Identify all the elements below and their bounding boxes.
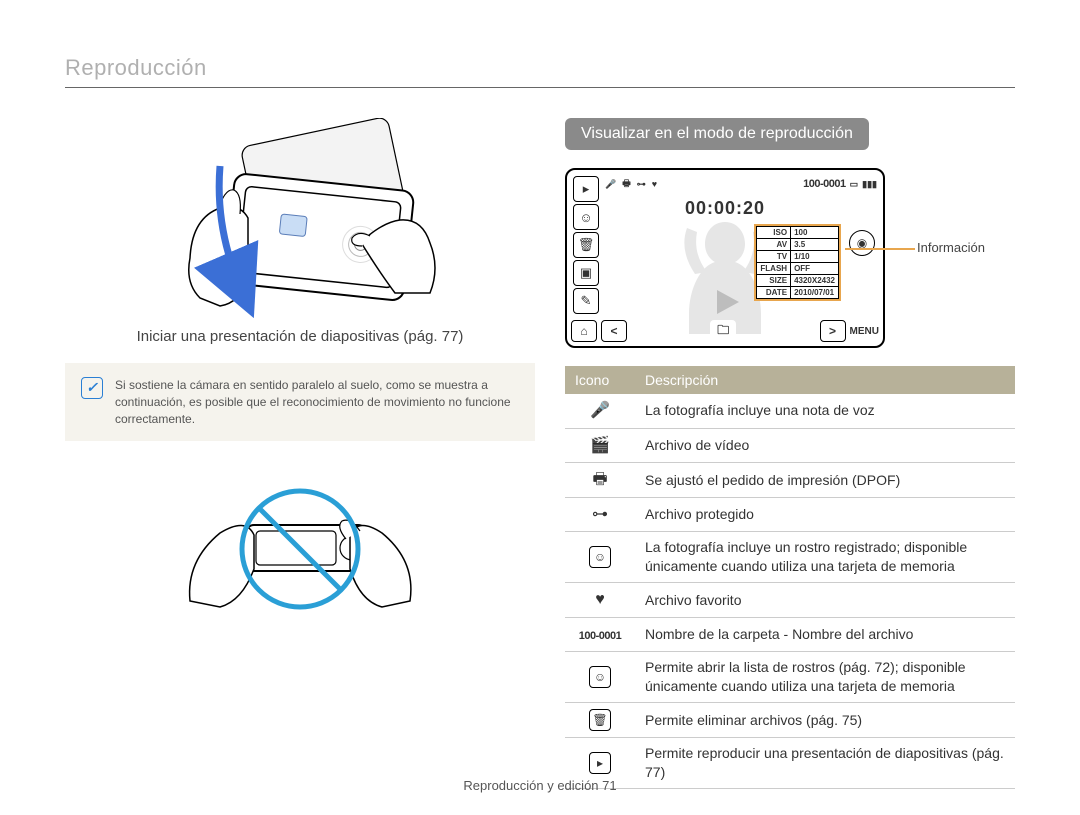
print-icon: 🖶 xyxy=(622,176,631,192)
table-row: ♥ Archivo favorito xyxy=(565,583,1015,618)
table-desc-cell: Archivo de vídeo xyxy=(635,428,1015,463)
battery-icon: ▮▮▮ xyxy=(862,179,877,190)
table-desc-cell: Permite eliminar archivos (pág. 75) xyxy=(635,703,1015,738)
card-icon: ▭ xyxy=(850,179,859,190)
divider xyxy=(65,87,1015,88)
info-label: Información xyxy=(917,240,985,255)
edit-icon: ✎ xyxy=(573,288,599,314)
table-head-icon: Icono xyxy=(565,366,635,394)
table-desc-cell: Archivo favorito xyxy=(635,583,1015,618)
lock-icon: ⊶ xyxy=(637,179,646,190)
page-footer: Reproducción y edición 71 xyxy=(0,778,1080,793)
folder-number: 100-0001 xyxy=(803,178,846,190)
lock-icon: ⊶ xyxy=(592,506,608,523)
table-row: 100-0001 Nombre de la carpeta - Nombre de… xyxy=(565,617,1015,652)
hands-tilt-illustration xyxy=(130,118,470,318)
next-arrow: > xyxy=(820,320,846,342)
mic-icon: 🎤 xyxy=(590,402,610,419)
lcd-top-bar: 🎤 🖶 ⊶ ♥ 100-0001 ▭ ▮▮▮ xyxy=(605,176,877,192)
table-row: 🖶 Se ajustó el pedido de impresión (DPOF) xyxy=(565,463,1015,498)
lcd-bottom-bar: ⌂ < 🗀 > MENU xyxy=(571,320,879,342)
lcd-screen: ▸ ☺ 🗑 ▣ ✎ 🎤 🖶 ⊶ ♥ 100-0001 ▭ xyxy=(565,168,885,348)
heart-icon: ♥ xyxy=(595,591,605,608)
table-desc-cell: La fotografía incluye un rostro registra… xyxy=(635,532,1015,583)
playback-icon: ▸ xyxy=(573,176,599,202)
trash-icon: 🗑 xyxy=(573,232,599,258)
lcd-wrap: ▸ ☺ 🗑 ▣ ✎ 🎤 🖶 ⊶ ♥ 100-0001 ▭ xyxy=(565,168,995,348)
table-desc-cell: Se ajustó el pedido de impresión (DPOF) xyxy=(635,463,1015,498)
face-icon: ☺ xyxy=(589,546,611,568)
face-list-icon: ☺ xyxy=(589,666,611,688)
table-row: 🎤 La fotografía incluye una nota de voz xyxy=(565,394,1015,428)
lcd-left-icons: ▸ ☺ 🗑 ▣ ✎ xyxy=(573,176,599,314)
home-icon: ⌂ xyxy=(571,320,597,342)
note-text: Si sostiene la cámara en sentido paralel… xyxy=(115,377,519,427)
table-desc-cell: Permite abrir la lista de rostros (pág. … xyxy=(635,652,1015,703)
table-row: ☺ La fotografía incluye un rostro registr… xyxy=(565,532,1015,583)
slideshow-icon: ▣ xyxy=(573,260,599,286)
icon-description-table: Icono Descripción 🎤 La fotografía incluye… xyxy=(565,366,1015,789)
table-head-desc: Descripción xyxy=(635,366,1015,394)
page-title: Reproducción xyxy=(65,55,1015,81)
slideshow-icon: ▸ xyxy=(589,752,611,774)
folder-num-icon: 100-0001 xyxy=(579,630,622,642)
left-column: Iniciar una presentación de diapositivas… xyxy=(65,118,535,789)
menu-label: MENU xyxy=(850,326,879,337)
table-desc-cell: Archivo protegido xyxy=(635,497,1015,532)
mic-icon: 🎤 xyxy=(605,179,616,190)
folder-up-icon: 🗀 xyxy=(710,320,736,342)
heart-icon: ♥ xyxy=(652,179,657,189)
slideshow-caption: Iniciar una presentación de diapositivas… xyxy=(65,328,535,345)
print-icon: 🖶 xyxy=(592,471,607,488)
video-icon: 🎬 xyxy=(590,437,610,454)
table-desc-cell: Nombre de la carpeta - Nombre del archiv… xyxy=(635,617,1015,652)
eye-icon: ◉ xyxy=(849,230,875,256)
table-row: 🗑 Permite eliminar archivos (pág. 75) xyxy=(565,703,1015,738)
right-column: Visualizar en el modo de reproducción ▸ … xyxy=(565,118,1015,789)
note-box: ✓ Si sostiene la cámara en sentido paral… xyxy=(65,363,535,441)
columns: Iniciar una presentación de diapositivas… xyxy=(65,118,1015,789)
face-list-icon: ☺ xyxy=(573,204,599,230)
lcd-time: 00:00:20 xyxy=(685,198,765,219)
note-icon: ✓ xyxy=(81,377,103,399)
hands-flat-illustration xyxy=(150,461,450,641)
table-row: ⊶ Archivo protegido xyxy=(565,497,1015,532)
prev-arrow: < xyxy=(601,320,627,342)
table-row: 🎬 Archivo de vídeo xyxy=(565,428,1015,463)
table-desc-cell: La fotografía incluye una nota de voz xyxy=(635,394,1015,428)
callout-line xyxy=(845,248,915,250)
section-heading: Visualizar en el modo de reproducción xyxy=(565,118,869,150)
trash-icon: 🗑 xyxy=(589,709,611,731)
table-row: ☺ Permite abrir la lista de rostros (pág.… xyxy=(565,652,1015,703)
lcd-info-box: ISO100AV3.5TV1/10FLASHOFFSIZE4320X2432DA… xyxy=(754,224,841,301)
